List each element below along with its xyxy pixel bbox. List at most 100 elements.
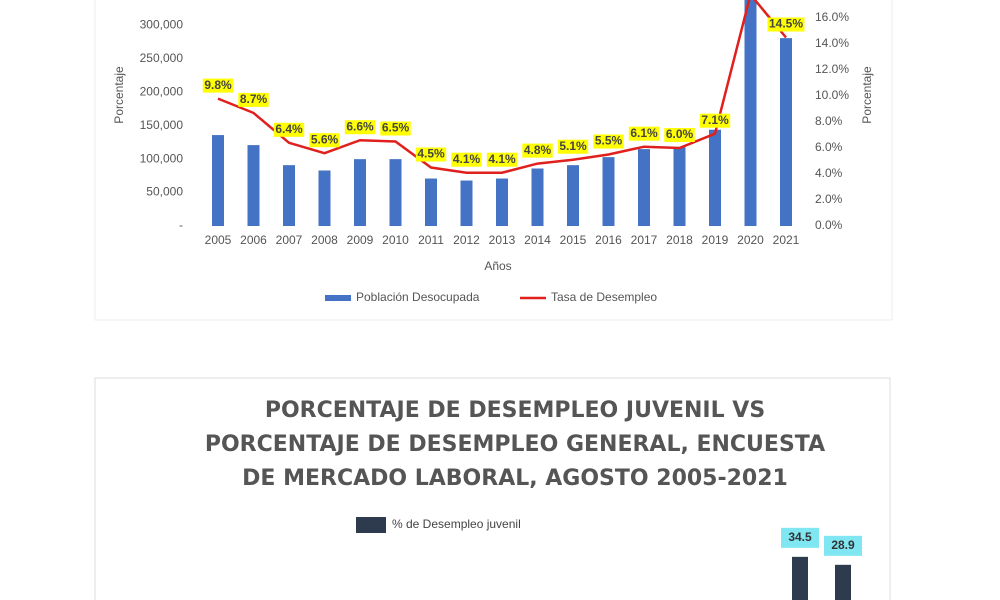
label-box — [767, 17, 805, 32]
x-tick-label: 2009 — [347, 233, 374, 247]
bar — [638, 149, 650, 226]
label-box — [781, 527, 819, 548]
label-box — [824, 535, 862, 556]
data-label: 7.1% — [701, 113, 729, 127]
label-box — [628, 126, 660, 141]
data-label: 5.6% — [311, 132, 339, 146]
data-label: 4.8% — [524, 143, 552, 157]
bar — [602, 157, 615, 226]
data-label: 4.1% — [453, 152, 481, 166]
x-tick-label: 2021 — [773, 233, 800, 247]
label-box — [557, 139, 589, 154]
bar — [247, 145, 260, 226]
y2-tick-label: 16.0% — [815, 10, 849, 24]
y2-tick-label: 0.0% — [815, 218, 843, 232]
x-tick-label: 2013 — [489, 233, 516, 247]
x-axis-label: Años — [484, 259, 511, 273]
y-tick-label: 50,000 — [146, 185, 183, 199]
y-tick-label: - — [179, 218, 183, 232]
data-label: 4.5% — [417, 147, 445, 161]
bar — [709, 129, 721, 226]
data-label: 6.5% — [382, 121, 410, 135]
bar — [780, 38, 792, 227]
data-label: 34.5 — [788, 530, 812, 544]
x-tick-label: 2015 — [560, 233, 587, 247]
label-box — [593, 134, 624, 149]
label-box — [486, 152, 518, 167]
data-label: 14.5% — [769, 17, 803, 31]
label-box — [699, 113, 731, 128]
bar — [212, 135, 224, 226]
x-tick-label: 2006 — [240, 233, 267, 247]
label-box — [380, 121, 411, 136]
bar — [283, 165, 295, 226]
bar — [318, 170, 331, 226]
x-tick-label: 2011 — [418, 233, 444, 247]
label-box — [202, 78, 234, 93]
data-label: 6.0% — [666, 127, 694, 141]
bar — [531, 168, 544, 226]
y2-tick-label: 8.0% — [815, 114, 843, 128]
data-label: 6.6% — [346, 119, 374, 133]
y-tick-label: 200,000 — [140, 84, 184, 98]
x-tick-label: 2018 — [666, 233, 693, 247]
y-axis-label: Porcentaje — [112, 66, 126, 124]
bar — [792, 556, 808, 600]
legend-swatch — [325, 295, 351, 301]
data-label: 4.1% — [488, 152, 516, 166]
data-label: 6.4% — [275, 122, 303, 136]
y2-tick-label: 10.0% — [815, 88, 849, 102]
bar — [567, 165, 579, 226]
x-tick-label: 2016 — [595, 233, 622, 247]
label-box — [522, 143, 553, 158]
legend-label: Población Desocupada — [356, 290, 480, 304]
y2-tick-label: 4.0% — [815, 166, 843, 180]
y2-tick-label: 12.0% — [815, 62, 849, 76]
bar — [744, 0, 757, 226]
y2-tick-label: 2.0% — [815, 192, 843, 206]
label-box — [451, 152, 482, 167]
data-label: 5.5% — [595, 134, 623, 148]
x-tick-label: 2017 — [631, 233, 658, 247]
y2-tick-label: 14.0% — [815, 36, 849, 50]
x-tick-label: 2005 — [205, 233, 232, 247]
label-box — [309, 133, 340, 148]
bar — [673, 147, 686, 226]
bar — [835, 564, 851, 600]
data-label: 9.8% — [204, 78, 232, 92]
label-box — [664, 128, 695, 142]
chart-frame — [94, 377, 891, 600]
y2-tick-label: 6.0% — [815, 140, 843, 154]
y-tick-label: 100,000 — [140, 151, 184, 165]
data-label: 28.9 — [831, 538, 855, 552]
legend-swatch — [356, 517, 386, 533]
bar — [496, 178, 508, 226]
label-box — [415, 147, 447, 162]
chart-title: PORCENTAJE DE DESEMPLEO JUVENIL VS PORCE… — [204, 398, 826, 491]
y-tick-label: 150,000 — [140, 118, 184, 132]
x-tick-label: 2008 — [311, 233, 338, 247]
bar — [354, 159, 366, 226]
bar — [389, 159, 402, 226]
bar — [425, 178, 437, 226]
data-label: 5.1% — [559, 139, 587, 153]
line — [217, 0, 787, 174]
y-tick-label: 300,000 — [140, 18, 184, 32]
x-tick-label: 2019 — [702, 233, 729, 247]
x-tick-label: 2020 — [737, 233, 764, 247]
bar — [460, 180, 473, 226]
y-tick-label: 250,000 — [140, 51, 184, 65]
y2-axis-label: Porcentaje — [860, 66, 874, 124]
x-tick-label: 2014 — [524, 233, 551, 247]
x-tick-label: 2012 — [453, 233, 480, 247]
label-box — [344, 120, 376, 135]
data-label: 6.1% — [630, 126, 658, 140]
label-box — [238, 92, 269, 107]
label-box — [273, 122, 305, 137]
x-tick-label: 2007 — [276, 233, 303, 247]
data-label: 8.7% — [240, 92, 268, 106]
legend-label: Tasa de Desempleo — [551, 290, 657, 304]
legend-label: % de Desempleo juvenil — [392, 517, 521, 531]
x-tick-label: 2010 — [382, 233, 409, 247]
